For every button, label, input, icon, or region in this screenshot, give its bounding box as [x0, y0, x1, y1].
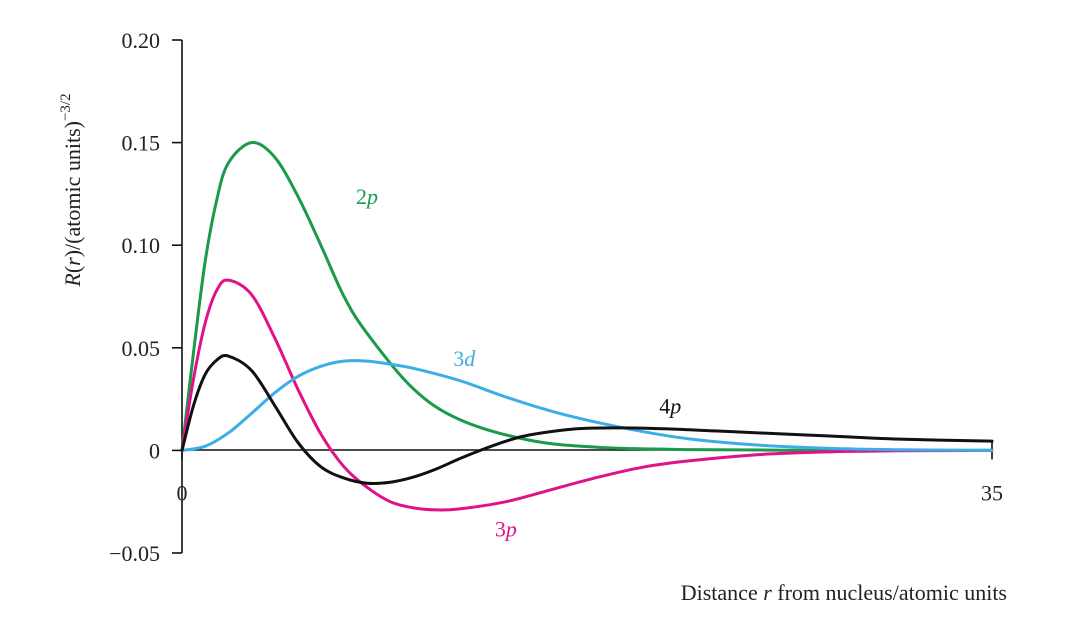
y-tick-label: 0.15: [122, 131, 161, 156]
series-label-4p: 4p: [659, 393, 681, 418]
series-label-2p: 2p: [356, 184, 378, 209]
series-line-2p: [180, 141, 994, 452]
y-axis-title-units: )/(atomic units): [60, 121, 85, 257]
x-axis-title-prefix: Distance: [681, 580, 763, 605]
series-label-3p: 3p: [495, 516, 517, 541]
y-axis-title: R(r)/(atomic units)−3/2: [58, 93, 85, 287]
axes: −0.05 0 0.05 0.10 0.15 0.20 0 35: [109, 28, 1003, 566]
series-label-number: 3: [495, 516, 506, 541]
series-label-number: 4: [659, 393, 670, 418]
x-axis-title-variable: r: [763, 580, 772, 605]
y-tick-label: 0: [149, 438, 160, 463]
series-label-letter: d: [464, 346, 476, 371]
y-axis-title-func: R: [60, 273, 85, 288]
x-axis-title: Distance r from nucleus/atomic units: [681, 580, 1007, 605]
y-tick-label: −0.05: [109, 541, 160, 566]
series-label-letter: p: [668, 393, 681, 418]
series-line-4p: [180, 353, 994, 486]
series-label-letter: p: [504, 516, 517, 541]
y-axis-title-exponent: −3/2: [58, 93, 74, 121]
x-axis-title-suffix: from nucleus/atomic units: [772, 580, 1007, 605]
series-label-number: 2: [356, 184, 367, 209]
y-axis-title-variable: r: [60, 257, 85, 266]
series-label-letter: p: [365, 184, 378, 209]
series-line-3p: [180, 278, 994, 512]
y-tick-label: 0.05: [122, 336, 161, 361]
x-tick-label: 0: [177, 480, 188, 505]
series-line-3d: [180, 359, 994, 452]
y-ticks: −0.05 0 0.05 0.10 0.15 0.20: [109, 28, 182, 566]
series-curves: [180, 141, 994, 512]
series-label-number: 3: [453, 346, 464, 371]
y-axis-title-open: (: [60, 266, 85, 273]
series-label-3d: 3d: [453, 346, 476, 371]
y-tick-label: 0.20: [122, 28, 161, 53]
y-tick-label: 0.10: [122, 233, 161, 258]
x-tick-label: 35: [981, 480, 1003, 505]
